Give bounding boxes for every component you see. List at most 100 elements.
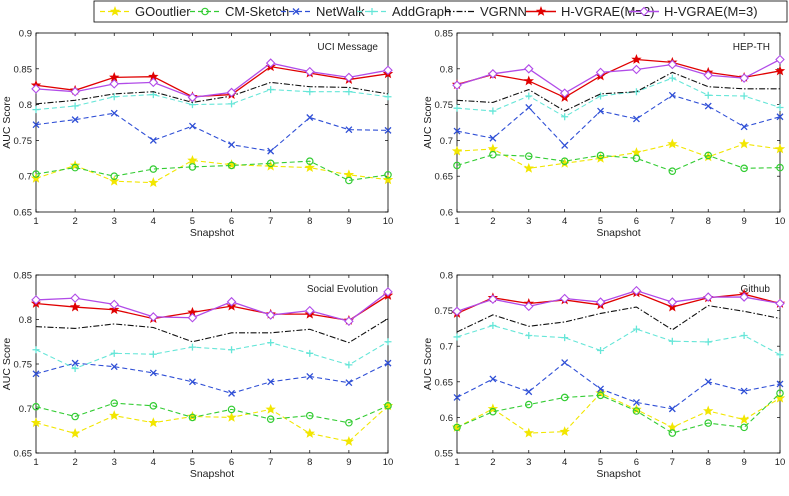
- x-tick-label: 5: [190, 216, 195, 227]
- data-point-addgraph: [668, 74, 676, 82]
- data-point-cm-sketch: [704, 151, 713, 160]
- data-point-h-vgrae-m-3: [631, 64, 642, 75]
- x-tick-label: 8: [706, 457, 711, 468]
- x-tick-label: 6: [634, 216, 639, 227]
- data-point-addgraph: [740, 332, 748, 340]
- y-tick-label: 0.75: [435, 100, 454, 111]
- series-cm-sketch: [32, 399, 392, 427]
- series-line-gooutlier: [35, 405, 389, 443]
- data-point-addgraph: [267, 86, 275, 94]
- x-tick-label: 1: [33, 457, 38, 468]
- legend-label-cm-sketch: CM-Sketch: [225, 4, 289, 19]
- x-tick-label: 7: [268, 457, 273, 468]
- data-point-netwalk: [384, 359, 392, 367]
- series-line-cm-sketch: [35, 402, 389, 424]
- series-line-h-vgrae-m-3: [35, 291, 389, 322]
- legend-entry-h-vgrae-m-2: H-VGRAE(M=2): [526, 4, 655, 19]
- data-point-h-vgrae-m-3: [226, 87, 237, 98]
- series-line-h-vgrae-m-2: [456, 58, 781, 99]
- data-point-cm-sketch: [524, 152, 533, 160]
- data-point-addgraph: [149, 350, 157, 358]
- legend-entry-vgrnn: VGRNN: [445, 4, 527, 19]
- data-point-netwalk: [228, 389, 236, 397]
- data-point-h-vgrae-m-3: [703, 292, 713, 302]
- panel-title: HEP-TH: [733, 42, 770, 53]
- data-point-netwalk: [267, 147, 275, 155]
- data-point-h-vgrae-m-3: [703, 70, 713, 81]
- x-tick-label: 5: [190, 457, 195, 468]
- legend-entry-addgraph: AddGraph: [357, 4, 451, 19]
- data-point-netwalk: [704, 102, 712, 110]
- data-point-addgraph: [776, 103, 784, 111]
- data-point-cm-sketch: [453, 423, 461, 432]
- data-point-netwalk: [188, 378, 196, 386]
- y-tick-label: 0.7: [19, 172, 32, 183]
- x-tick-label: 4: [562, 457, 567, 468]
- data-point-h-vgrae-m-3: [595, 297, 606, 307]
- data-point-cm-sketch: [305, 157, 314, 165]
- legend-marker-h-vgrae-m-3: [639, 6, 649, 17]
- data-point-addgraph: [188, 343, 196, 351]
- panel-title: Github: [741, 284, 771, 295]
- data-point-cm-sketch: [489, 150, 497, 159]
- data-point-addgraph: [71, 364, 79, 372]
- plot-area: [35, 274, 389, 454]
- y-axis-label: AUC Score: [422, 338, 434, 391]
- x-tick-label: 1: [33, 216, 38, 227]
- data-point-cm-sketch: [776, 389, 784, 397]
- y-tick-label: 0.8: [19, 100, 32, 111]
- data-point-cm-sketch: [345, 418, 353, 427]
- data-point-h-vgrae-m-3: [187, 312, 198, 323]
- data-point-h-vgrae-m-3: [265, 310, 276, 320]
- x-tick-label: 1: [454, 457, 459, 468]
- data-point-netwalk: [267, 378, 275, 386]
- series-netwalk: [32, 359, 392, 397]
- data-point-cm-sketch: [266, 159, 275, 168]
- x-tick-label: 4: [151, 457, 156, 468]
- x-tick-label: 5: [598, 457, 603, 468]
- data-point-h-vgrae-m-3: [383, 287, 393, 297]
- data-point-cm-sketch: [71, 163, 79, 172]
- x-tick-label: 10: [775, 457, 786, 468]
- y-tick-label: 0.85: [14, 64, 33, 75]
- legend-marker-gooutlier: [109, 6, 121, 16]
- data-point-netwalk: [384, 126, 392, 134]
- data-point-cm-sketch: [110, 399, 119, 407]
- series-gooutlier: [30, 400, 394, 446]
- legend-entry-cm-sketch: CM-Sketch: [190, 4, 289, 19]
- data-point-netwalk: [228, 141, 236, 149]
- series-vgrnn: [35, 318, 389, 344]
- data-point-netwalk: [597, 385, 605, 393]
- data-point-addgraph: [668, 337, 676, 345]
- series-line-cm-sketch: [35, 160, 389, 182]
- data-point-netwalk: [776, 380, 784, 388]
- data-point-h-vgrae-m-3: [488, 294, 498, 304]
- series-line-h-vgrae-m-2: [35, 65, 389, 98]
- x-tick-label: 2: [490, 457, 495, 468]
- data-point-gooutlier: [774, 143, 786, 154]
- series-h-vgrae-m-3: [31, 58, 393, 103]
- x-tick-label: 10: [775, 216, 786, 227]
- x-tick-label: 10: [383, 216, 394, 227]
- data-point-h-vgrae-m-3: [488, 69, 498, 79]
- x-tick-label: 7: [670, 216, 675, 227]
- plot-area: [35, 32, 389, 213]
- data-point-h-vgrae-m-3: [775, 54, 785, 65]
- data-point-cm-sketch: [305, 411, 314, 420]
- data-point-addgraph: [110, 349, 118, 357]
- data-point-h-vgrae-m-3: [187, 92, 198, 103]
- data-point-netwalk: [668, 405, 676, 413]
- x-tick-label: 3: [112, 457, 117, 468]
- x-axis-label: Snapshot: [190, 227, 234, 239]
- x-axis-label: Snapshot: [596, 468, 640, 480]
- data-point-addgraph: [525, 332, 533, 340]
- data-point-cm-sketch: [71, 412, 79, 421]
- data-point-cm-sketch: [266, 415, 275, 423]
- legend-box: [93, 0, 788, 23]
- data-point-gooutlier: [226, 411, 237, 422]
- data-point-gooutlier: [148, 177, 159, 188]
- data-point-netwalk: [632, 115, 640, 123]
- data-point-addgraph: [597, 92, 605, 100]
- y-tick-label: 0.65: [14, 449, 33, 460]
- legend-label-h-vgrae-m-3: H-VGRAE(M=3): [664, 4, 758, 19]
